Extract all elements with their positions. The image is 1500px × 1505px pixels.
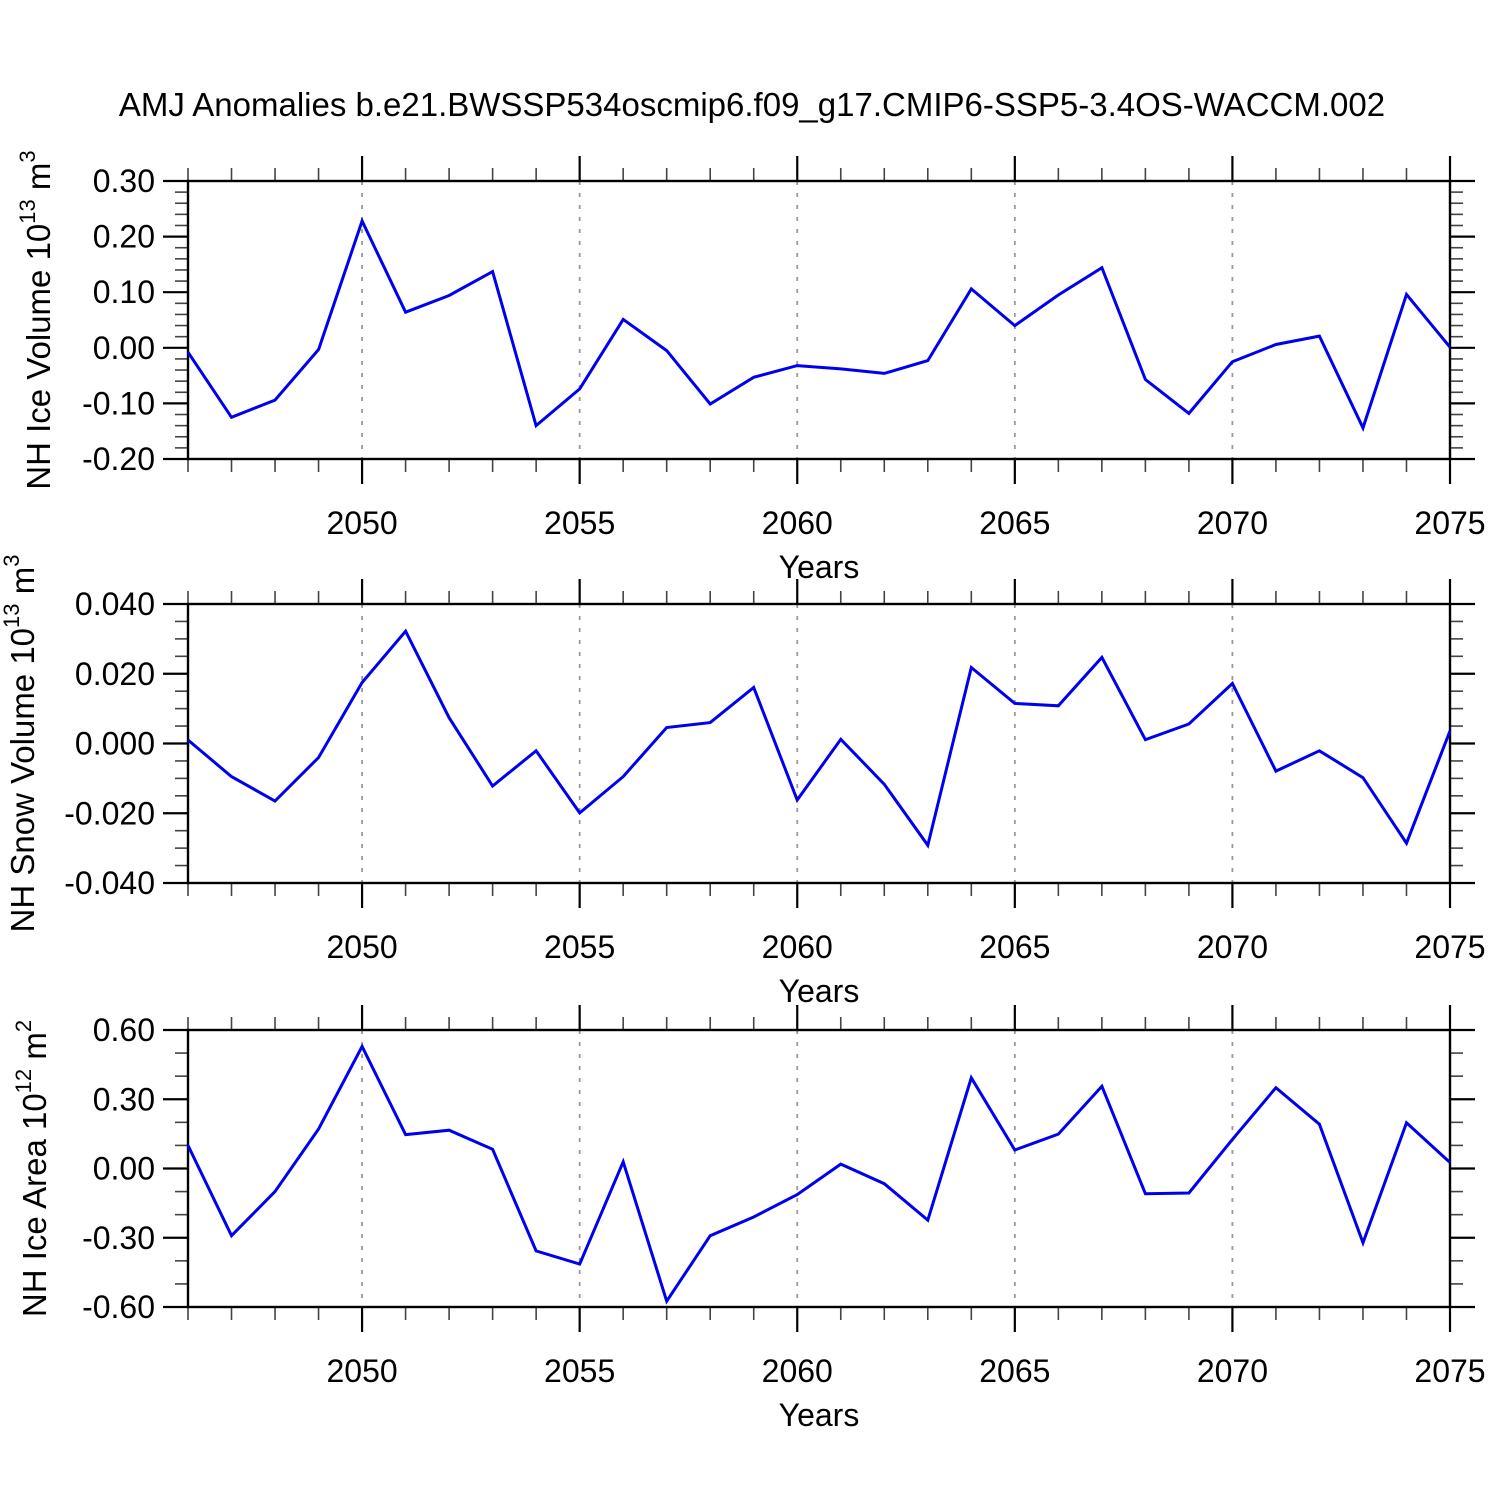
x-tick-label: 2050 xyxy=(326,1353,397,1389)
y-tick-label: 0.00 xyxy=(93,330,155,366)
charts-container: 0.30 0.20 0.10 0.00 -0.10 -0.20 2050 2055 2060 20… xyxy=(0,150,1486,1433)
y-tick-label: -0.040 xyxy=(64,865,155,901)
y-tick-label: -0.10 xyxy=(82,385,155,421)
chart-nh-ice-area: 0.60 0.30 0.00 -0.30 -0.60 2050 2055 2060 2065 20… xyxy=(11,1005,1486,1433)
y-axis-title: NH Ice Volume 1013 m3 xyxy=(15,150,57,489)
y-tick-label: -0.30 xyxy=(82,1220,155,1256)
x-axis-title: Years xyxy=(779,549,860,585)
x-tick-label: 2070 xyxy=(1197,929,1268,965)
y-tick-label: 0.020 xyxy=(75,656,155,692)
x-tick-label: 2050 xyxy=(326,929,397,965)
data-line xyxy=(186,1043,1452,1305)
x-tick-label: 2065 xyxy=(979,929,1050,965)
x-tick-label: 2070 xyxy=(1197,1353,1268,1389)
y-tick-label: 0.040 xyxy=(75,586,155,622)
data-line xyxy=(186,217,1452,432)
y-axis-title: NH Ice Area 1012 m2 xyxy=(11,1020,53,1317)
x-tick-label: 2075 xyxy=(1414,1353,1485,1389)
chart-nh-snow-volume: 0.040 0.020 0.000 -0.020 -0.040 2050 2055 2060 2… xyxy=(0,555,1486,1009)
x-tick-label: 2070 xyxy=(1197,505,1268,541)
x-tick-label: 2060 xyxy=(762,1353,833,1389)
y-tick-label: -0.20 xyxy=(82,441,155,477)
y-tick-label: 0.00 xyxy=(93,1151,155,1187)
y-tick-label: -0.60 xyxy=(82,1289,155,1325)
plot-frame xyxy=(186,1028,1452,1309)
x-tick-label: 2075 xyxy=(1414,929,1485,965)
x-tick-label: 2065 xyxy=(979,505,1050,541)
x-tick-label: 2065 xyxy=(979,1353,1050,1389)
data-line xyxy=(187,628,1452,849)
plot-frame xyxy=(186,602,1452,885)
y-tick-label: -0.020 xyxy=(64,795,155,831)
x-tick-label: 2060 xyxy=(762,505,833,541)
y-tick-label: 0.30 xyxy=(93,163,155,199)
x-tick-label: 2050 xyxy=(326,505,397,541)
y-tick-label: 0.20 xyxy=(93,219,155,255)
chart-nh-ice-volume: 0.30 0.20 0.10 0.00 -0.10 -0.20 2050 2055 2060 20… xyxy=(15,150,1486,585)
y-tick-label: 0.60 xyxy=(93,1012,155,1048)
y-tick-label: 0.30 xyxy=(93,1081,155,1117)
x-tick-label: 2075 xyxy=(1414,505,1485,541)
x-tick-label: 2055 xyxy=(544,505,615,541)
x-tick-label: 2055 xyxy=(544,1353,615,1389)
x-tick-label: 2060 xyxy=(762,929,833,965)
y-tick-label: 0.000 xyxy=(75,726,155,762)
figure-title: AMJ Anomalies b.e21.BWSSP534oscmip6.f09_… xyxy=(119,86,1385,123)
x-axis-title: Years xyxy=(779,1397,860,1433)
x-tick-label: 2055 xyxy=(544,929,615,965)
y-axis-title: NH Snow Volume 1013 m3 xyxy=(0,555,41,933)
y-tick-label: 0.10 xyxy=(93,274,155,310)
x-axis-title: Years xyxy=(779,973,860,1009)
plot-frame xyxy=(186,179,1452,461)
